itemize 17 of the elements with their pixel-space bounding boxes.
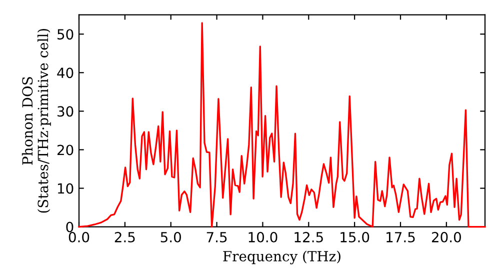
y-tick-label: 30 — [58, 106, 74, 117]
x-tick-label: 10.0 — [248, 232, 278, 242]
y-tick-label: 20 — [57, 144, 74, 156]
y-tick-label: 40 — [57, 68, 74, 78]
x-axis-title: Frequency (THz) — [223, 250, 340, 264]
y-axis-title: Phonon DOS (States/THz·primitive cell) — [22, 28, 51, 213]
x-tick-label: 15.0 — [340, 232, 370, 242]
y-tick-label: 50 — [58, 29, 74, 40]
x-tick-label: 0.0 — [68, 232, 90, 242]
x-tick-label: 20.0 — [432, 232, 461, 242]
y-tick-label: 0 — [66, 222, 74, 232]
x-tick-label: 2.5 — [114, 232, 135, 242]
x-tick-label: 17.5 — [386, 232, 415, 242]
x-tick-label: 5.0 — [160, 232, 181, 242]
x-tick-label: 12.5 — [294, 232, 323, 242]
x-tick-label: 7.5 — [206, 232, 227, 242]
y-tick-label: 10 — [58, 183, 74, 194]
